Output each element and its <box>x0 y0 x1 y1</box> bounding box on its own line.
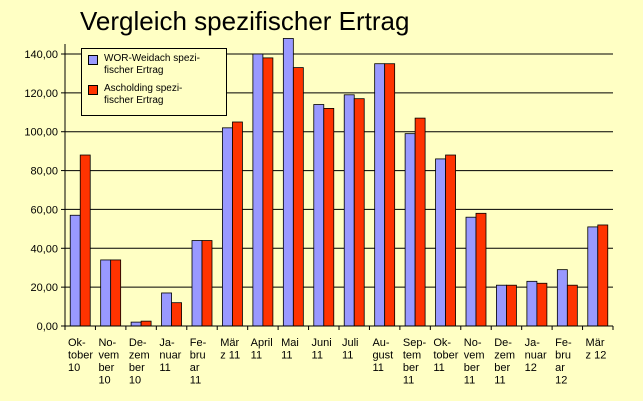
x-tick-label: Juli 11 <box>342 337 359 362</box>
bar-series-1 <box>222 127 233 327</box>
x-tick-label: April 11 <box>251 337 273 362</box>
y-tick-label: 80,00 <box>30 166 58 178</box>
bar-series-2 <box>232 121 243 327</box>
bar-series-1 <box>404 133 416 327</box>
y-tick-label: 60,00 <box>30 204 58 216</box>
x-tick-label: Ja-nuar 12 <box>525 337 547 374</box>
bar-series-2 <box>475 212 487 327</box>
bar-series-2 <box>445 154 456 327</box>
legend-swatch-series-2 <box>88 85 98 95</box>
legend-item-series-1: WOR-Weidach spezi- fischer Ertrag <box>88 53 222 77</box>
x-tick-label: No-vem ber 10 <box>98 337 119 387</box>
bar-series-2 <box>566 284 578 327</box>
bar-series-2 <box>79 154 91 327</box>
x-tick-label: Ok-tober 11 <box>433 337 458 374</box>
y-tick-label: 40,00 <box>30 243 58 255</box>
y-tick-label: 0,00 <box>37 321 58 333</box>
bar-series-2 <box>140 320 152 327</box>
bar-series-1 <box>191 240 203 327</box>
legend-label-series-1: WOR-Weidach spezi- fischer Ertrag <box>104 53 200 76</box>
bar-series-1 <box>69 214 81 327</box>
bar-series-2 <box>597 224 609 327</box>
bar-series-1 <box>313 104 325 327</box>
x-tick-label: Fe-bru ar 12 <box>555 337 572 387</box>
y-tick-label: 100,00 <box>24 127 58 139</box>
x-tick-label: Ok-tober 10 <box>68 337 93 374</box>
bar-series-1 <box>130 321 142 327</box>
y-tick-label: 20,00 <box>30 282 58 294</box>
bar-series-2 <box>414 117 426 327</box>
legend-label-series-2: Ascholding spezi- fischer Ertrag <box>104 83 183 106</box>
bar-series-1 <box>496 284 507 327</box>
y-tick-label: 120,00 <box>24 88 58 100</box>
bar-series-1 <box>343 94 355 327</box>
bar-series-1 <box>465 216 477 327</box>
x-tick-label: Mär z 11 <box>220 337 240 362</box>
bar-series-1 <box>282 38 294 327</box>
x-tick-label: Fe-bru ar 11 <box>190 337 207 387</box>
y-tick-label: 140,00 <box>24 49 58 61</box>
x-tick-label: De-zem ber 10 <box>129 337 150 387</box>
bar-series-1 <box>100 259 112 327</box>
bar-series-2 <box>323 108 335 327</box>
x-tick-label: Mai 11 <box>281 337 299 362</box>
x-tick-label: Au-gust 11 <box>372 337 393 374</box>
bar-series-1 <box>161 292 172 327</box>
legend-swatch-series-1 <box>88 55 98 65</box>
bar-series-1 <box>587 226 599 327</box>
bar-series-2 <box>353 98 365 327</box>
bar-series-2 <box>201 240 213 327</box>
bar-series-2 <box>536 282 548 327</box>
bar-series-1 <box>252 53 264 327</box>
legend-item-series-2: Ascholding spezi- fischer Ertrag <box>88 83 222 107</box>
bar-series-2 <box>506 284 517 327</box>
bar-series-2 <box>262 57 274 327</box>
bar-series-1 <box>435 158 446 327</box>
bar-series-2 <box>110 259 122 327</box>
x-tick-label: De-zem ber 11 <box>494 337 515 387</box>
x-tick-label: No-vem ber 11 <box>464 337 485 387</box>
chart-title: Vergleich spezifischer Ertrag <box>80 6 410 36</box>
bar-series-2 <box>171 302 182 327</box>
x-tick-label: Sep-tem ber 11 <box>403 337 427 387</box>
chart-legend: WOR-Weidach spezi- fischer Ertrag Aschol… <box>81 48 227 116</box>
bar-series-2 <box>292 67 304 327</box>
bar-series-1 <box>374 63 386 327</box>
x-tick-label: Mär z 12 <box>586 337 607 362</box>
bar-series-1 <box>526 280 538 327</box>
bar-series-2 <box>384 63 396 327</box>
bar-series-1 <box>556 269 568 327</box>
x-tick-label: Juni 11 <box>312 337 332 362</box>
x-tick-label: Ja-nuar 11 <box>159 337 181 374</box>
